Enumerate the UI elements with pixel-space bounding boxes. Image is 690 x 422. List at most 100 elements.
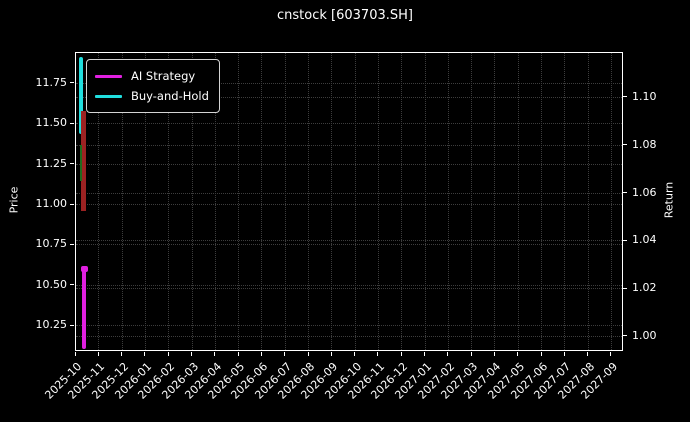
v-gridline [214, 53, 216, 350]
x-tick [237, 352, 239, 356]
chart-title: cnstock [603703.SH] [277, 8, 413, 23]
series-line-head [80, 265, 88, 272]
v-gridline [471, 53, 473, 350]
y-tick-label-right: 1.10 [632, 89, 657, 103]
h-gridline [76, 192, 622, 194]
v-gridline [610, 53, 612, 350]
h-gridline [76, 244, 622, 246]
legend-swatch-buy-and-hold [95, 94, 122, 98]
v-gridline [98, 53, 100, 350]
right-tick [623, 96, 627, 98]
x-tick [144, 352, 146, 356]
left-tick [70, 284, 74, 286]
y-tick-label-left: 10.75 [35, 237, 68, 251]
v-gridline [121, 53, 123, 350]
v-gridline [354, 53, 356, 350]
x-tick [447, 352, 449, 356]
legend-swatch-ai-strategy [95, 74, 122, 78]
legend-label-buy-and-hold: Buy-and-Hold [131, 89, 209, 103]
v-gridline [261, 53, 263, 350]
left-tick [70, 203, 74, 205]
v-gridline [541, 53, 542, 350]
y-tick-label-left: 10.50 [35, 277, 68, 291]
h-gridline [76, 284, 622, 286]
h-gridline [76, 240, 622, 242]
legend-entry-buy-and-hold: Buy-and-Hold [95, 86, 209, 106]
y-tick-label-right: 1.06 [632, 185, 657, 199]
v-gridline [238, 53, 240, 350]
plot-area: AI Strategy Buy-and-Hold [75, 52, 623, 351]
x-tick [493, 352, 495, 356]
v-gridline [284, 53, 286, 350]
x-tick [400, 352, 402, 356]
x-tick [191, 352, 192, 356]
h-gridline [76, 325, 622, 327]
x-tick [354, 352, 356, 356]
x-tick [284, 352, 286, 356]
y-tick-label-right: 1.04 [632, 233, 657, 247]
x-tick [121, 352, 123, 356]
x-tick [470, 352, 472, 356]
x-tick [214, 352, 216, 356]
v-gridline [424, 53, 426, 350]
left-tick [70, 324, 74, 326]
x-tick [610, 352, 612, 356]
v-gridline [308, 53, 309, 350]
y-tick-label-left: 11.75 [35, 75, 68, 89]
v-gridline [564, 53, 566, 350]
h-gridline [76, 288, 622, 290]
v-gridline [494, 53, 496, 350]
right-tick [623, 144, 627, 146]
v-gridline [447, 53, 449, 350]
left-tick [70, 243, 74, 245]
right-tick [623, 335, 627, 337]
h-gridline [76, 82, 622, 84]
x-tick [74, 352, 76, 356]
candle-up [80, 145, 83, 181]
h-gridline [76, 96, 622, 98]
h-gridline [76, 335, 622, 337]
legend: AI Strategy Buy-and-Hold [86, 59, 220, 113]
y-tick-label-left: 11.50 [35, 116, 68, 130]
x-tick [587, 352, 589, 356]
y-tick-label-right: 1.08 [632, 137, 657, 151]
x-tick [167, 352, 169, 356]
right-tick [623, 192, 627, 194]
y-tick-label-right: 1.02 [632, 281, 657, 295]
series-line-buy-and-hold [79, 57, 83, 134]
v-gridline [377, 53, 379, 350]
v-gridline [587, 53, 589, 350]
v-gridline [517, 53, 519, 350]
x-tick [540, 352, 542, 356]
right-tick [623, 239, 627, 241]
h-gridline [76, 144, 622, 146]
h-gridline [76, 163, 622, 165]
left-tick [70, 82, 74, 84]
x-tick [377, 352, 379, 356]
x-tick [517, 352, 519, 356]
legend-entry-ai-strategy: AI Strategy [95, 66, 209, 86]
x-tick [330, 352, 332, 356]
h-gridline [76, 123, 622, 125]
y-tick-label-left: 10.25 [35, 318, 68, 332]
left-axis-title: Price [7, 186, 21, 214]
y-tick-label-left: 11.25 [35, 156, 68, 170]
candle-down [81, 111, 87, 212]
v-gridline [168, 53, 170, 350]
x-tick [260, 352, 262, 356]
v-gridline [144, 53, 146, 350]
y-tick-label-left: 11.00 [35, 197, 68, 210]
left-tick [70, 163, 74, 165]
v-gridline [331, 53, 333, 350]
v-gridline [191, 53, 193, 350]
x-tick [97, 352, 99, 356]
v-gridline [401, 53, 403, 350]
left-tick [70, 122, 74, 124]
h-gridline [76, 204, 622, 205]
x-tick [307, 352, 309, 356]
series-line-ai-strategy [82, 265, 87, 349]
y-tick-label-right: 1.00 [632, 328, 657, 342]
x-tick [563, 352, 565, 356]
x-tick [424, 352, 425, 356]
